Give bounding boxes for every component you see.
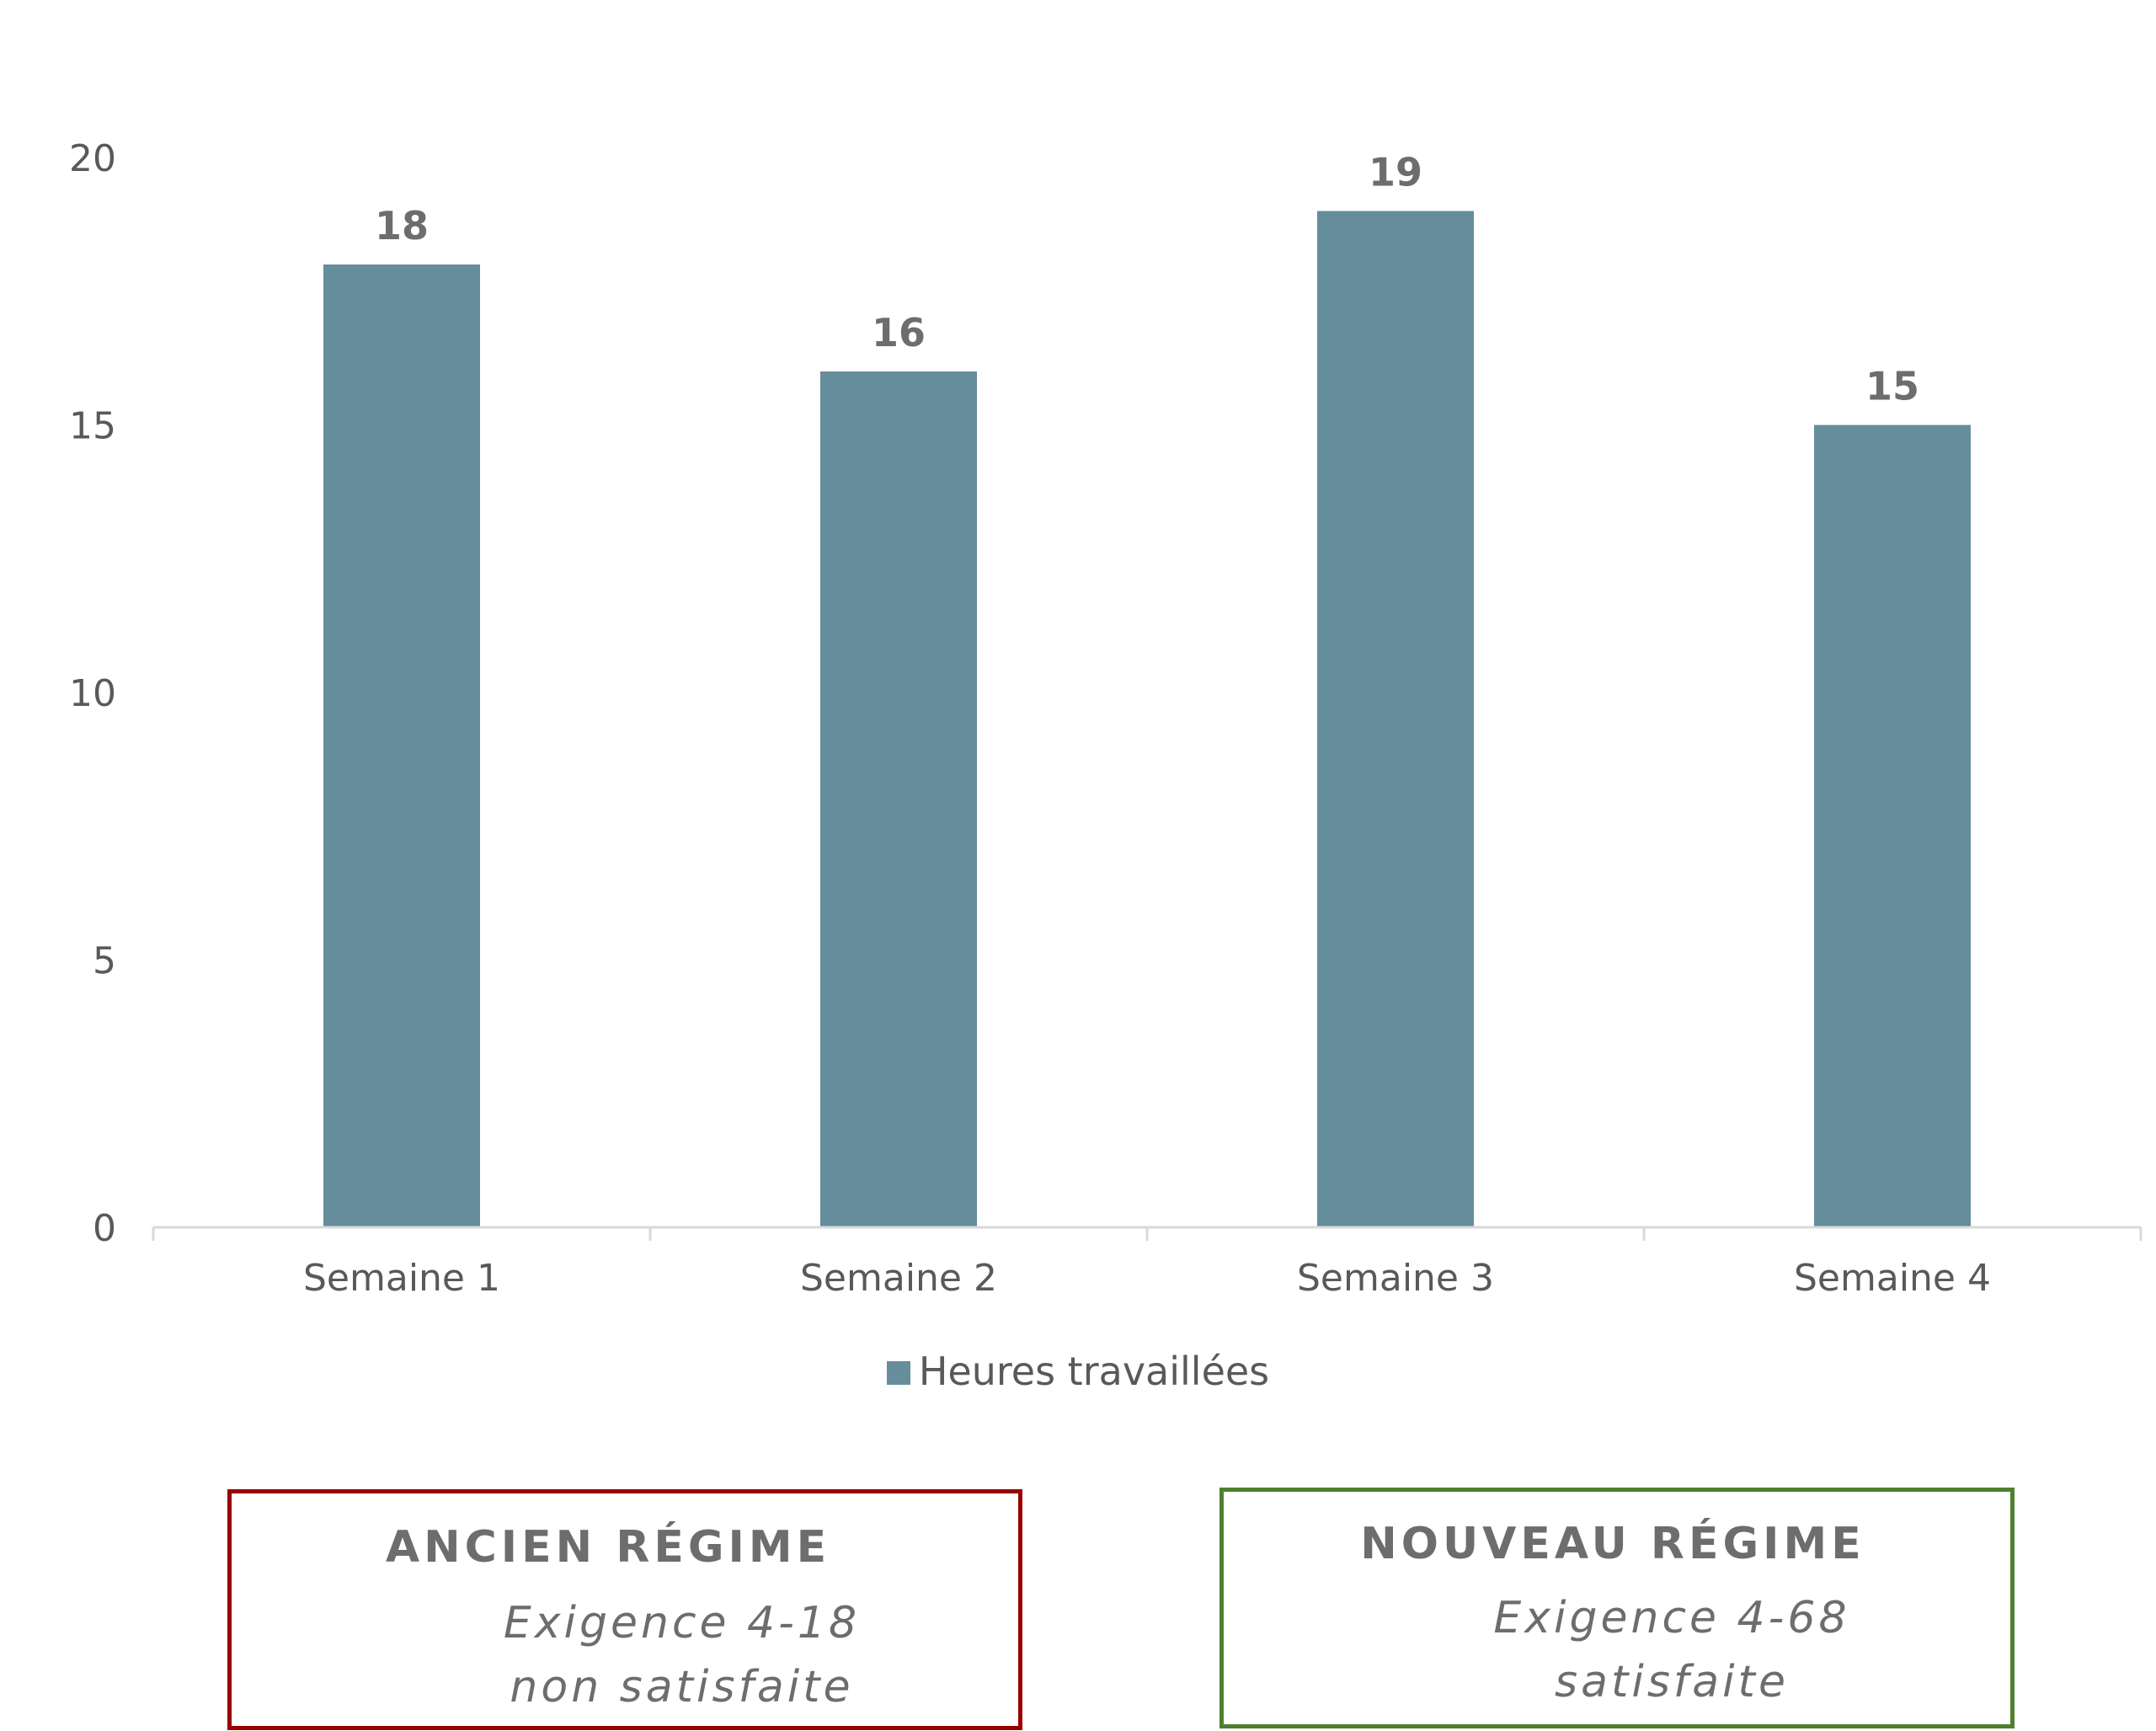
x-tick-label: Semaine 3 — [1297, 1257, 1494, 1300]
legend-label: Heures travaillées — [918, 1349, 1270, 1394]
bar — [1814, 425, 1971, 1227]
data-label: 16 — [872, 310, 926, 355]
y-tick-label: 15 — [69, 405, 116, 448]
nouveau-regime-line2: satisfaite — [1555, 1657, 1789, 1707]
nouveau-regime-title: NOUVEAU RÉGIME — [1360, 1519, 1865, 1569]
bar-chart: 0 5 10 15 20 18 16 19 15 Semaine 1 Semaine 2 Semain… — [69, 137, 2143, 1300]
bar — [323, 264, 480, 1227]
x-tick-label: Semaine 1 — [303, 1257, 500, 1300]
ancien-regime-title: ANCIEN RÉGIME — [385, 1522, 831, 1573]
data-label: 18 — [375, 203, 429, 248]
y-tick-label: 5 — [93, 940, 116, 983]
nouveau-regime-box: NOUVEAU RÉGIME Exigence 4-68 satisfaite — [1219, 1488, 2015, 1728]
x-tick-label: Semaine 2 — [800, 1257, 997, 1300]
data-label: 19 — [1369, 150, 1422, 195]
bar — [1317, 211, 1474, 1227]
y-tick-label: 20 — [69, 137, 116, 180]
bar — [820, 371, 977, 1227]
ancien-regime-line1: Exigence 4-18 — [503, 1598, 861, 1648]
data-label: 15 — [1865, 364, 1919, 409]
x-tick-label: Semaine 4 — [1794, 1257, 1991, 1300]
ancien-regime-box: ANCIEN RÉGIME Exigence 4-18 non satisfai… — [227, 1489, 1022, 1730]
ancien-regime-line2: non satisfaite — [510, 1662, 854, 1712]
legend-swatch — [886, 1361, 910, 1385]
y-tick-label: 0 — [93, 1207, 116, 1250]
nouveau-regime-line1: Exigence 4-68 — [1493, 1593, 1850, 1643]
chart-legend: Heures travaillées — [0, 1346, 2156, 1397]
y-tick-label: 10 — [69, 672, 116, 715]
